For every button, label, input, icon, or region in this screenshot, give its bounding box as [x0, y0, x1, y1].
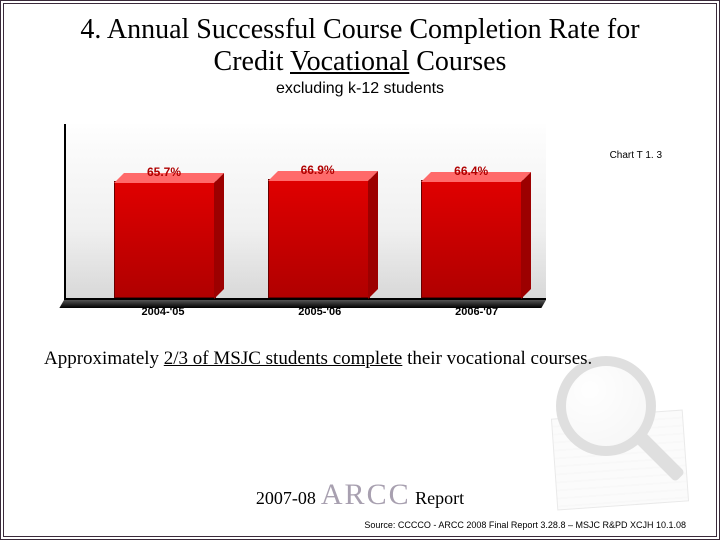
bar: 65.7% — [114, 183, 214, 299]
slide-subtitle: excluding k-12 students — [34, 80, 686, 98]
title-underlined: Vocational — [290, 46, 409, 77]
bar-value-label: 66.4% — [421, 164, 521, 178]
summary-post: their vocational courses. — [402, 348, 592, 369]
x-axis-label: 2006-'07 — [427, 306, 527, 318]
footer-line: 2007-08 ARCC Report — [4, 478, 716, 512]
footer-year: 2007-08 — [256, 488, 316, 508]
slide-title: 4. Annual Successful Course Completion R… — [54, 14, 666, 78]
bar-value-label: 65.7% — [114, 165, 214, 179]
bar-face — [421, 180, 523, 299]
bar-side — [368, 171, 378, 299]
bar: 66.4% — [421, 182, 521, 299]
footer-arcc: ARCC — [321, 478, 411, 511]
footer-report: Report — [411, 488, 465, 508]
summary-pre: Approximately — [44, 348, 164, 369]
slide-frame: 4. Annual Successful Course Completion R… — [0, 0, 720, 540]
bar-side — [521, 172, 531, 299]
title-post: Courses — [409, 46, 506, 77]
bar-face — [114, 181, 216, 299]
bar-side — [214, 173, 224, 299]
bar-face — [268, 179, 370, 299]
summary-underlined: 2/3 of MSJC students complete — [164, 348, 403, 369]
summary-text: Approximately 2/3 of MSJC students compl… — [44, 348, 676, 370]
chart-plot-area: 65.7% 66.9% 66.4% — [64, 124, 546, 300]
bar-value-label: 66.9% — [268, 163, 368, 177]
source-line: Source: CCCCO - ARCC 2008 Final Report 3… — [364, 520, 686, 530]
bar-chart: 65.7% 66.9% 66.4% Chart T 1. 3 2004-'05 200… — [44, 110, 676, 320]
bar: 66.9% — [268, 181, 368, 299]
x-axis-label: 2004-'05 — [113, 306, 213, 318]
x-axis-label: 2005-'06 — [270, 306, 370, 318]
chart-note: Chart T 1. 3 — [610, 150, 662, 161]
